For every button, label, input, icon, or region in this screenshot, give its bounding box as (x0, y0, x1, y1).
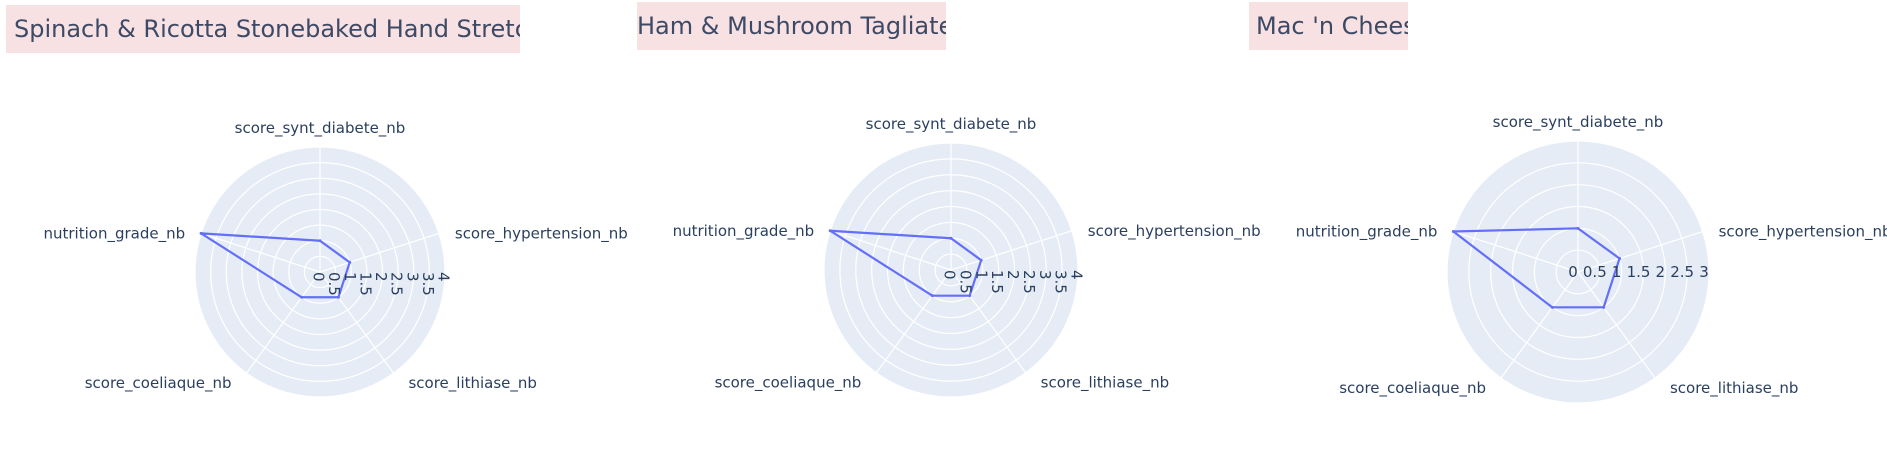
radial-tick-label: 0.5 (325, 272, 343, 296)
data-point (1550, 305, 1554, 309)
axis-label: score_synt_diabete_nb (866, 115, 1037, 134)
chart-title-text: Ham & Mushroom Tagliatelle (637, 12, 946, 40)
angular-gridline (319, 271, 394, 374)
data-point (930, 294, 934, 298)
angular-gridline (1577, 230, 1703, 273)
angular-gridline (1577, 271, 1656, 379)
radial-tick-label: 4 (435, 272, 453, 282)
axis-label: score_synt_diabete_nb (1493, 113, 1664, 132)
data-point (199, 231, 203, 235)
axis-label: score_lithiase_nb (408, 374, 536, 393)
radial-tick-label: 3.5 (419, 272, 437, 296)
axis-label: score_lithiase_nb (1041, 374, 1169, 393)
chart-title-text: Spinach & Ricotta Stonebaked Hand Stretc… (14, 15, 520, 43)
angular-gridline (246, 271, 321, 374)
axis-label: nutrition_grade_nb (1296, 223, 1438, 242)
chart-title-1: Spinach & Ricotta Stonebaked Hand Stretc… (6, 5, 520, 53)
chart-title-2: Ham & Mushroom Tagliatelle (637, 2, 946, 50)
radial-tick-label: 1.5 (356, 272, 374, 296)
radial-tick-label: 1 (1612, 263, 1622, 281)
radial-tick-label: 3 (403, 272, 421, 282)
data-point (348, 260, 352, 264)
radial-tick-label: 2.5 (388, 272, 406, 296)
data-point (318, 239, 322, 243)
data-point (1576, 226, 1580, 230)
radial-tick-label: 2.5 (1020, 270, 1038, 294)
data-point (336, 295, 340, 299)
angular-gridline (1500, 271, 1579, 379)
data-point (949, 236, 953, 240)
radial-tick-label: 0.5 (956, 270, 974, 294)
radial-tick-label: 1 (972, 270, 990, 280)
angular-gridline (200, 232, 321, 273)
axis-label: score_coeliaque_nb (1339, 379, 1486, 398)
chart-title-3: Mac 'n Cheese (1249, 2, 1408, 50)
radar-chart-2: score_synt_diabete_nb score_hypertension_… (673, 115, 1261, 398)
radial-tick-label: 2 (372, 272, 390, 282)
axis-label: score_lithiase_nb (1670, 379, 1798, 398)
angular-gridline (950, 230, 1072, 271)
axis-label: score_coeliaque_nb (715, 374, 862, 393)
radial-tick-label: 2 (1004, 270, 1022, 280)
axis-label: nutrition_grade_nb (43, 224, 185, 243)
radial-tick-label: 3 (1699, 263, 1709, 281)
radial-tick-label: 0.5 (1583, 263, 1607, 281)
radial-tick-label: 2.5 (1670, 263, 1694, 281)
axis-label: score_synt_diabete_nb (235, 119, 406, 138)
radial-tick-label: 4 (1068, 270, 1086, 280)
radial-tick-label: 1.5 (988, 270, 1006, 294)
data-point (1618, 257, 1622, 261)
angular-gridline (319, 232, 440, 273)
chart-title-text: Mac 'n Cheese (1256, 12, 1408, 40)
data-point (300, 295, 304, 299)
series-line (1452, 227, 1621, 309)
series-line (200, 232, 351, 299)
data-point (1451, 230, 1455, 234)
angular-gridline (1453, 230, 1579, 273)
axis-label: score_hypertension_nb (1088, 222, 1261, 241)
axis-label: score_hypertension_nb (1719, 223, 1887, 242)
axis-label: nutrition_grade_nb (673, 222, 815, 241)
radial-tick-label: 2 (1656, 263, 1666, 281)
radar-chart-3: score_synt_diabete_nb score_hypertension_… (1296, 113, 1887, 404)
angular-gridline (830, 230, 952, 271)
data-point (1602, 305, 1606, 309)
data-point (828, 229, 832, 233)
radial-tick-label: 0 (941, 270, 959, 280)
radial-tick-label: 0 (310, 272, 328, 282)
axis-label: score_coeliaque_nb (85, 374, 232, 393)
angular-gridline (950, 269, 1027, 374)
radial-tick-label: 3.5 (1052, 270, 1070, 294)
axis-label: score_hypertension_nb (455, 224, 628, 243)
data-point (968, 294, 972, 298)
radial-tick-label: 1 (341, 272, 359, 282)
radar-chart-1: score_synt_diabete_nb score_hypertension_… (43, 119, 628, 398)
data-point (979, 258, 983, 262)
series-line (829, 229, 983, 297)
angular-gridline (875, 269, 952, 374)
radial-tick-label: 1.5 (1627, 263, 1651, 281)
radial-tick-label: 0 (1568, 263, 1578, 281)
radial-tick-label: 3 (1036, 270, 1054, 280)
